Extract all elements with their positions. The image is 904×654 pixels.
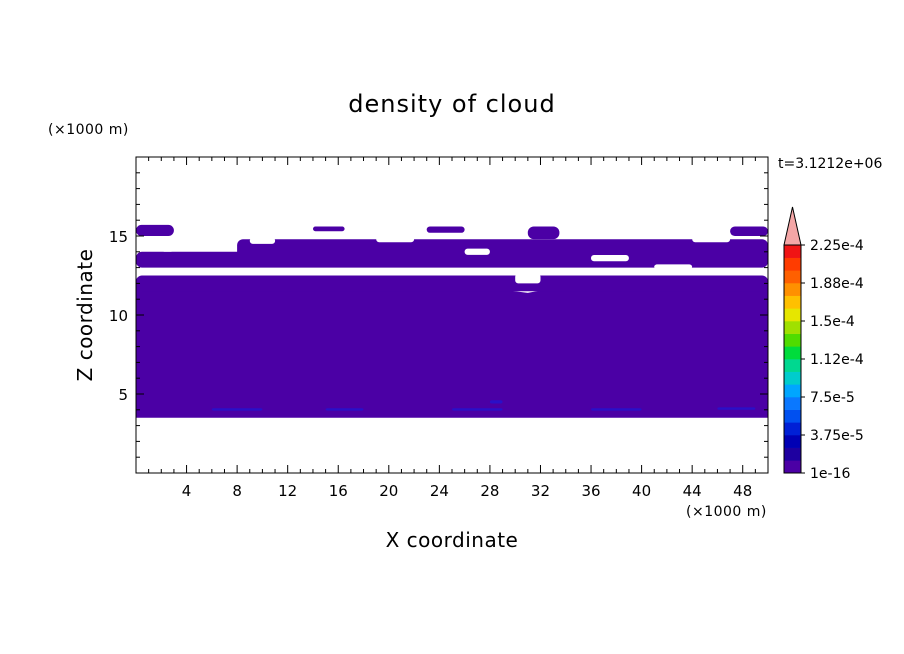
cloud-streak bbox=[717, 407, 756, 410]
cloud-gap bbox=[654, 264, 693, 270]
colorbar-label: 1.5e-4 bbox=[810, 314, 855, 330]
x-tick-label: 28 bbox=[480, 482, 499, 500]
cloud-density-fill bbox=[136, 224, 769, 418]
colorbar-segment bbox=[784, 346, 801, 360]
colorbar-segment bbox=[784, 283, 801, 296]
colorbar-label: 1e-16 bbox=[810, 466, 850, 482]
colorbar-segment bbox=[784, 359, 801, 372]
x-tick-label: 44 bbox=[683, 482, 702, 500]
x-tick-label: 48 bbox=[733, 482, 752, 500]
time-label: t=3.1212e+06 bbox=[778, 156, 882, 172]
cloud-streak bbox=[489, 400, 503, 404]
cloud-streak bbox=[325, 408, 364, 411]
cloud-gap bbox=[464, 248, 490, 255]
colorbar-label: 7.5e-5 bbox=[810, 390, 855, 406]
x-tick-label: 24 bbox=[430, 482, 449, 500]
colorbar-segment bbox=[784, 295, 801, 309]
colorbar-label: 3.75e-5 bbox=[810, 428, 864, 444]
cloud-band bbox=[136, 275, 768, 292]
cloud-gap bbox=[249, 237, 276, 244]
x-tick-label: 12 bbox=[278, 482, 297, 500]
colorbar-segment bbox=[784, 245, 801, 258]
cloud-streak bbox=[211, 408, 263, 411]
y-axis-ticks: 5 10 15 bbox=[109, 172, 768, 458]
cloud-gap bbox=[376, 236, 415, 243]
colorbar-label: 2.25e-4 bbox=[810, 238, 864, 254]
colorbar-segment bbox=[784, 257, 801, 271]
y-axis-unit: (×1000 m) bbox=[48, 122, 129, 138]
cloud-band bbox=[527, 226, 560, 240]
colorbar-segment bbox=[784, 422, 801, 436]
colorbar-segment bbox=[784, 435, 801, 448]
x-axis-unit: (×1000 m) bbox=[686, 504, 767, 520]
x-tick-label: 40 bbox=[632, 482, 651, 500]
cloud-band bbox=[313, 226, 345, 232]
colorbar-extend-arrow bbox=[783, 206, 802, 246]
chart-title: density of cloud bbox=[348, 90, 555, 118]
colorbar-segment bbox=[784, 321, 801, 334]
x-tick-label: 4 bbox=[182, 482, 192, 500]
x-tick-label: 36 bbox=[581, 482, 600, 500]
colorbar-segment bbox=[784, 371, 801, 385]
x-tick-label: 20 bbox=[379, 482, 398, 500]
cloud-main-body bbox=[136, 277, 768, 418]
x-axis-ticks: 4 8 12 16 20 24 28 32 36 40 44 48 bbox=[148, 157, 756, 500]
colorbar-segment bbox=[784, 308, 801, 322]
colorbar-label: 1.12e-4 bbox=[810, 352, 864, 368]
colorbar-segment bbox=[784, 447, 801, 461]
x-tick-label: 32 bbox=[531, 482, 550, 500]
x-tick-label: 16 bbox=[329, 482, 348, 500]
y-axis-title: Z coordinate bbox=[73, 249, 97, 382]
cloud-streak bbox=[591, 408, 642, 411]
cloud-band bbox=[730, 226, 768, 236]
colorbar-segment bbox=[784, 397, 801, 410]
cloud-band bbox=[237, 239, 769, 263]
colorbar-segment bbox=[784, 409, 801, 423]
colorbar-label: 1.88e-4 bbox=[810, 276, 864, 292]
cloud-gap bbox=[211, 269, 250, 274]
cloud-streak bbox=[452, 408, 503, 411]
cloud-band bbox=[136, 224, 174, 236]
y-tick-label: 15 bbox=[109, 228, 128, 246]
y-tick-label: 10 bbox=[109, 307, 128, 325]
colorbar-segment bbox=[784, 384, 801, 398]
colorbar-segment bbox=[784, 270, 801, 284]
cloud-gap bbox=[515, 273, 541, 284]
y-tick-label: 5 bbox=[118, 386, 128, 404]
cloud-gap bbox=[692, 236, 731, 243]
x-axis-title: X coordinate bbox=[386, 528, 519, 552]
cloud-gap bbox=[161, 245, 174, 252]
cloud-gap bbox=[591, 255, 629, 262]
colorbar-segment bbox=[784, 333, 801, 347]
colorbar: 2.25e-4 1.88e-4 1.5e-4 1.12e-4 7.5e-5 3.75e-5… bbox=[783, 206, 864, 482]
colorbar-segment bbox=[784, 460, 801, 474]
cloud-band bbox=[426, 226, 465, 233]
x-tick-label: 8 bbox=[232, 482, 242, 500]
